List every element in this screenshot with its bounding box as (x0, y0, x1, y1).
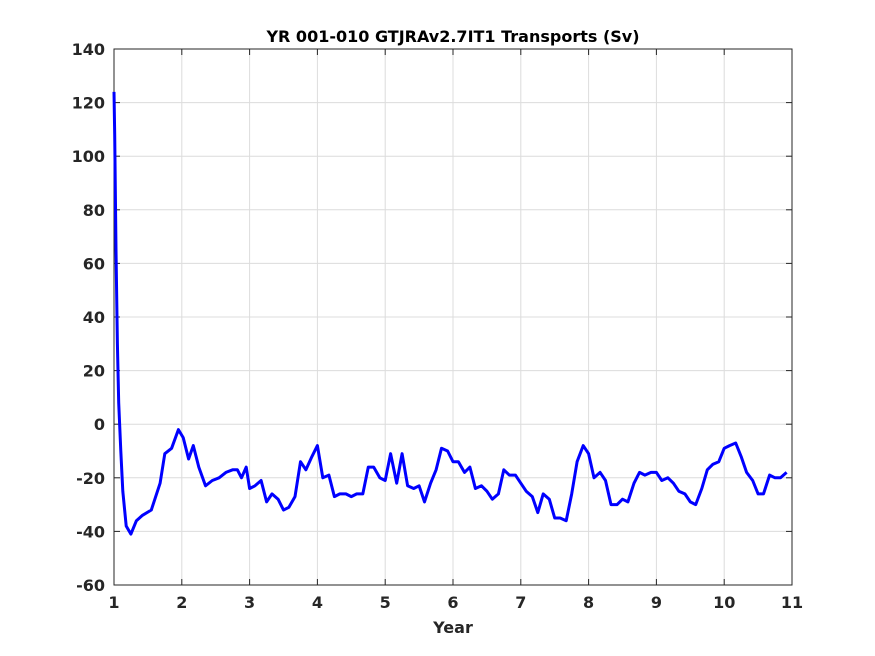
series-group (112, 91, 788, 536)
axis-ticks (113, 48, 793, 586)
x-tick-label: 1 (108, 593, 119, 612)
x-axis-label: Year (432, 618, 473, 637)
y-tick-label: 140 (72, 40, 105, 59)
y-tick-label: -40 (76, 522, 105, 541)
x-tick-label: 8 (583, 593, 594, 612)
x-tick-label: 4 (312, 593, 323, 612)
tick-labels: 1 2 3 4 5 6 7 8 9 10 11 -60 -40 -20 0 20 40 60 80 100 120 140 (72, 40, 804, 612)
y-tick-label: 40 (83, 308, 105, 327)
x-tick-label: 11 (781, 593, 803, 612)
x-tick-label: 3 (244, 593, 255, 612)
x-tick-label: 6 (447, 593, 458, 612)
series-line (112, 91, 788, 536)
chart-title: YR 001-010 GTJRAv2.7IT1 Transports (Sv) (265, 27, 639, 46)
y-tick-label: 120 (72, 94, 105, 113)
y-tick-label: 20 (83, 362, 105, 381)
y-tick-label: -60 (76, 576, 105, 595)
x-tick-label: 9 (651, 593, 662, 612)
y-tick-label: 60 (83, 254, 105, 273)
y-tick-label: 100 (72, 147, 105, 166)
x-tick-label: 2 (176, 593, 187, 612)
grid-lines (113, 48, 793, 586)
x-tick-label: 7 (515, 593, 526, 612)
y-tick-label: 0 (94, 415, 105, 434)
x-tick-label: 10 (713, 593, 735, 612)
x-tick-label: 5 (380, 593, 391, 612)
y-tick-label: -20 (76, 469, 105, 488)
y-tick-label: 80 (83, 201, 105, 220)
